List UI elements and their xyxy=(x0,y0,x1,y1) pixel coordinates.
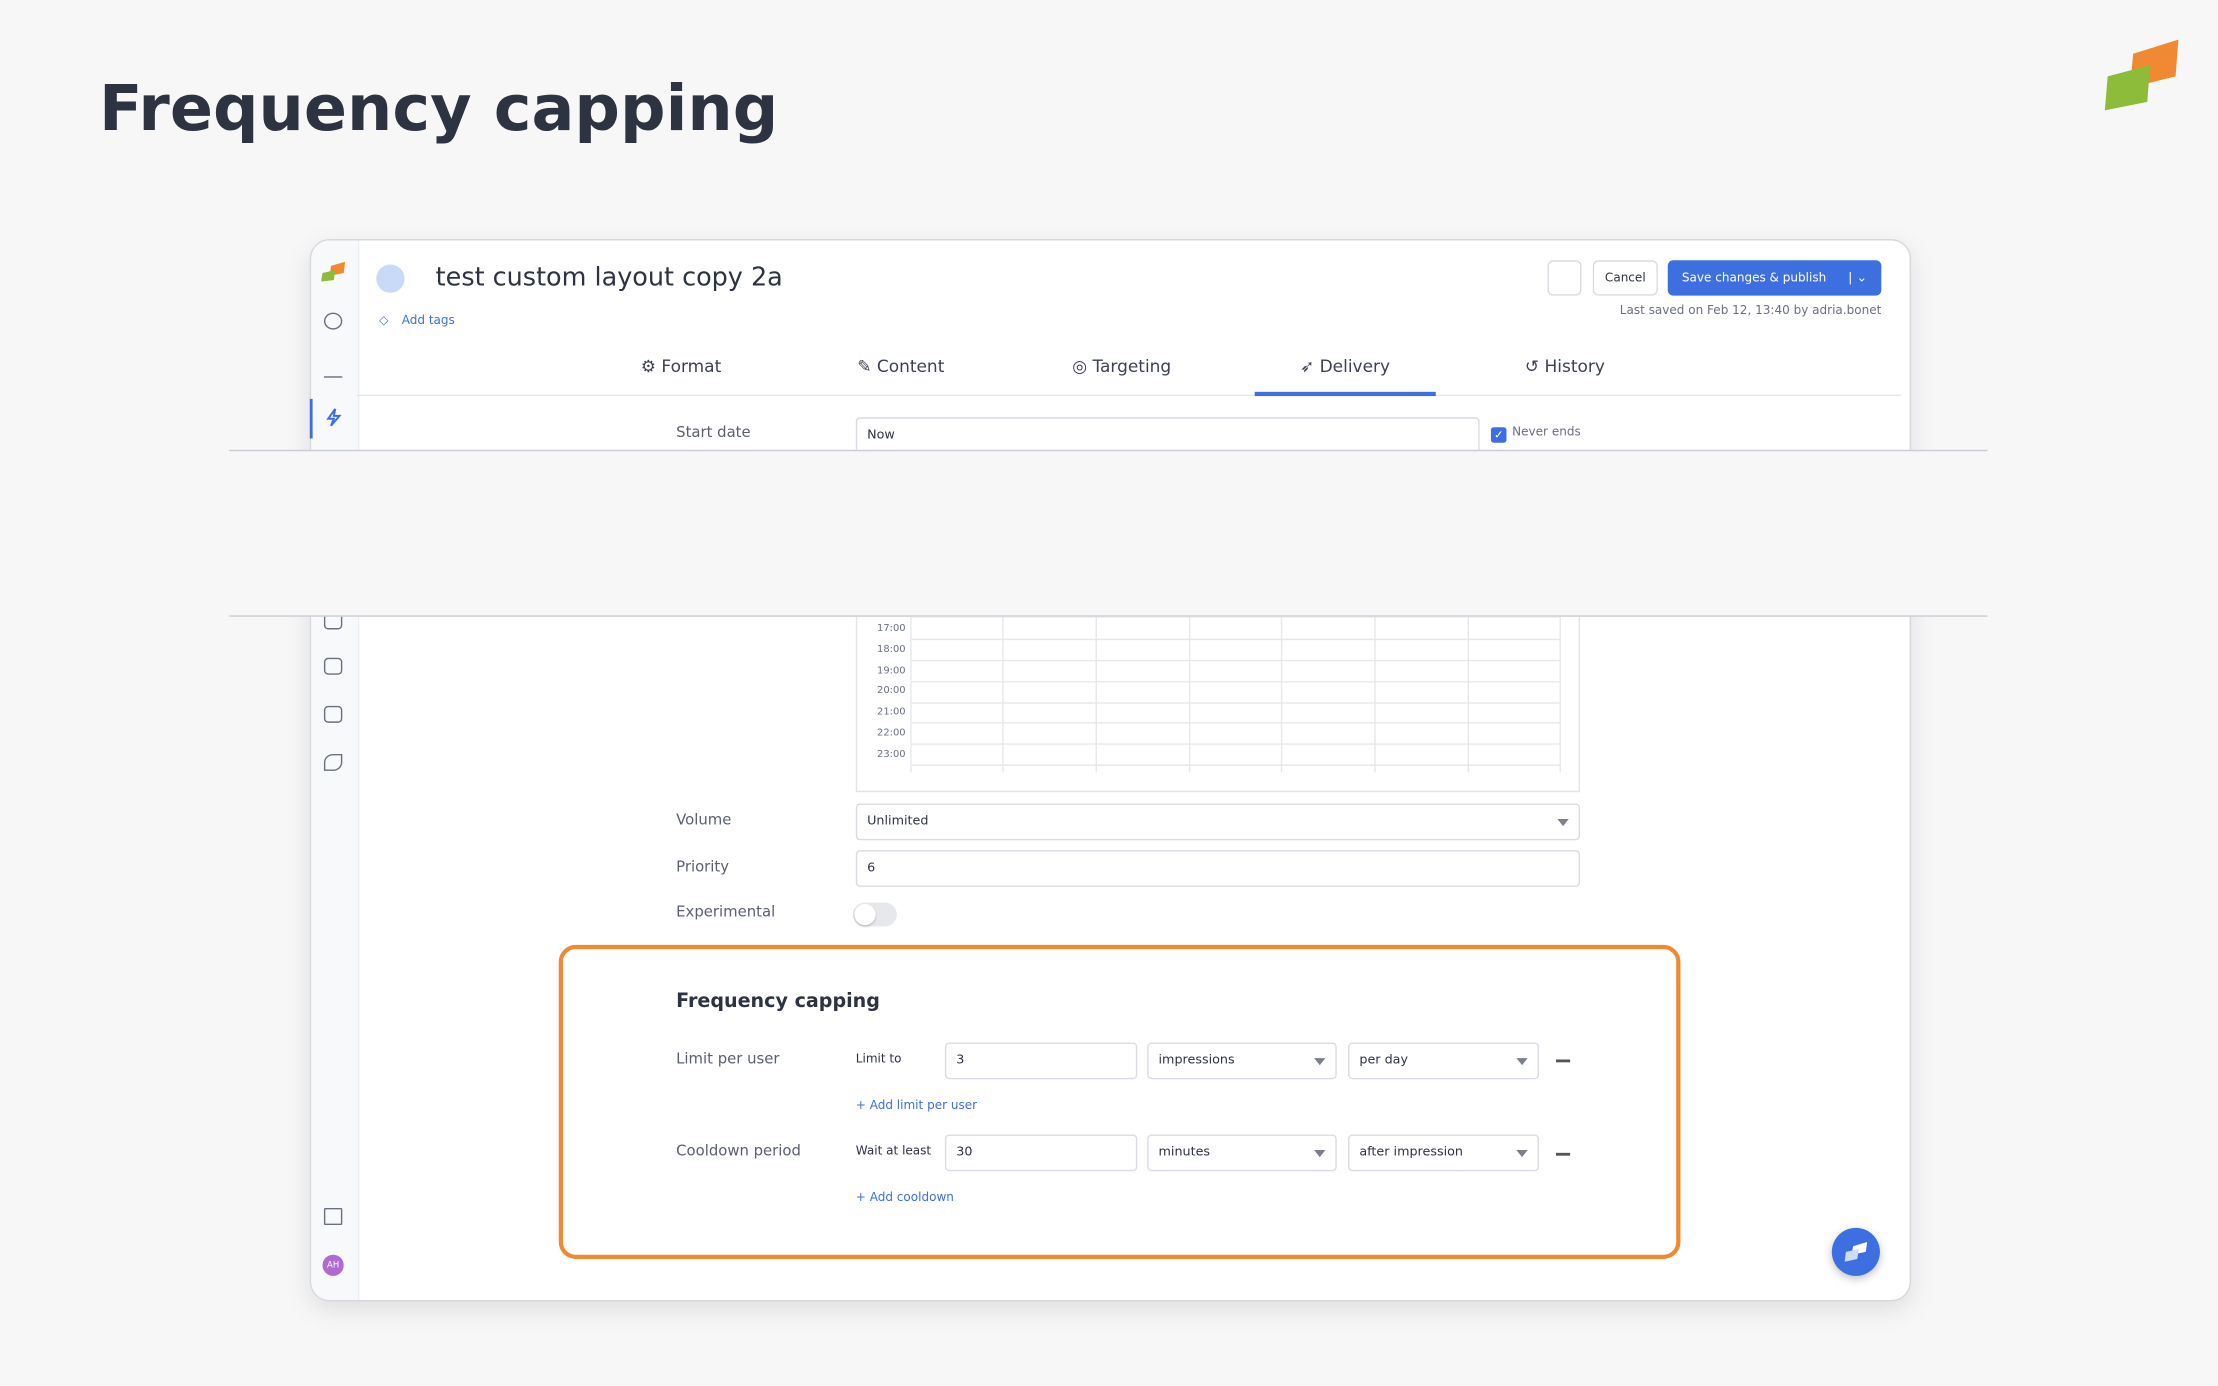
last-saved: Last saved on Feb 12, 13:40 by adria.bon… xyxy=(1619,304,1882,319)
prefix: Wait at least xyxy=(855,1144,932,1159)
tab-label: History xyxy=(1544,356,1605,377)
screenshot-break xyxy=(229,449,1988,617)
campaign-name: test custom layout copy 2a xyxy=(435,263,783,293)
caret xyxy=(1314,1150,1326,1158)
stats-icon[interactable] xyxy=(323,361,343,378)
campaigns-icon[interactable] xyxy=(324,407,342,427)
field-label: Priority xyxy=(676,858,730,876)
feather-icon[interactable] xyxy=(323,753,343,771)
section-title: Frequency capping xyxy=(676,990,880,1013)
tab-label: Targeting xyxy=(1092,356,1172,377)
tab[interactable]: ⚙ Format xyxy=(640,356,722,377)
tag-icon: ◇ xyxy=(379,314,389,329)
caret xyxy=(1516,1150,1528,1158)
select-value: impressions xyxy=(1158,1053,1235,1068)
period-select[interactable]: per day xyxy=(1348,1042,1540,1080)
chat-button[interactable] xyxy=(1831,1227,1880,1276)
caret xyxy=(1557,819,1569,827)
tab-divider xyxy=(356,394,1902,397)
time-label: 22:00 xyxy=(877,727,906,739)
app-logo xyxy=(321,261,346,282)
prefix: Limit to xyxy=(855,1052,902,1067)
never-ends-checkbox[interactable]: ✓ xyxy=(1490,427,1507,443)
schedule-grid: 17:00 18:00 19:00 20:00 21:00 22:00 23:00 xyxy=(855,616,1581,793)
highlight-box xyxy=(558,944,1681,1259)
save-button[interactable]: Save changes & publish | ⌄ xyxy=(1667,260,1882,296)
start-date-input[interactable]: Now xyxy=(855,417,1480,455)
field-label: Limit per user xyxy=(676,1051,780,1068)
save-label: Save changes & publish xyxy=(1681,270,1827,286)
time-label: 18:00 xyxy=(877,643,906,655)
field-label: Experimental xyxy=(676,903,776,921)
tab-label: Format xyxy=(661,356,722,377)
tab[interactable]: ◎ Targeting xyxy=(1072,356,1172,377)
experimental-toggle[interactable] xyxy=(852,902,897,927)
save-menu[interactable]: | ⌄ xyxy=(1848,270,1868,286)
time-label: 20:00 xyxy=(877,685,906,697)
stats-button[interactable] xyxy=(1547,260,1582,296)
field-label: Start date xyxy=(676,424,751,442)
explore-icon[interactable] xyxy=(323,312,343,330)
field-label: Volume xyxy=(676,811,732,829)
select-value: Unlimited xyxy=(867,814,929,829)
templates-icon[interactable] xyxy=(323,657,343,675)
time-label: 23:00 xyxy=(877,748,906,760)
add-link[interactable]: + Add limit per user xyxy=(855,1099,978,1114)
tab[interactable]: ➶ Delivery xyxy=(1299,356,1391,377)
grid-lines xyxy=(910,616,1561,773)
never-ends-label: Never ends xyxy=(1512,425,1581,440)
active-tab-underline xyxy=(1254,391,1436,397)
page-title: Frequency capping xyxy=(99,70,779,146)
tab-label: Content xyxy=(876,356,945,377)
add-tags[interactable]: Add tags xyxy=(401,314,455,329)
select-value: per day xyxy=(1359,1053,1408,1068)
select-value: minutes xyxy=(1158,1145,1211,1160)
caret xyxy=(1314,1058,1326,1066)
active-indicator xyxy=(309,398,313,439)
tab-label: Delivery xyxy=(1319,356,1391,377)
priority-input[interactable]: 6 xyxy=(855,850,1581,887)
amount-input[interactable]: 30 xyxy=(944,1134,1138,1172)
avatar[interactable]: AH xyxy=(322,1254,344,1276)
assets-icon[interactable] xyxy=(323,705,343,723)
logo xyxy=(2104,39,2179,111)
time-label: 21:00 xyxy=(877,706,906,718)
tab[interactable]: ✎ Content xyxy=(857,356,945,377)
caret xyxy=(1516,1058,1528,1066)
unit-select[interactable]: impressions xyxy=(1147,1042,1337,1080)
amount-input[interactable]: 3 xyxy=(944,1042,1138,1080)
unit-select[interactable]: minutes xyxy=(1147,1134,1337,1172)
cancel-button[interactable]: Cancel xyxy=(1592,260,1658,296)
app-window xyxy=(309,239,1912,1302)
tab[interactable]: ↺ History xyxy=(1524,356,1605,377)
campaign-icon xyxy=(376,264,405,293)
time-label: 19:00 xyxy=(877,664,906,676)
remove-button[interactable] xyxy=(1555,1059,1571,1062)
time-label: 17:00 xyxy=(877,622,906,634)
field-label: Cooldown period xyxy=(676,1142,801,1160)
add-link[interactable]: + Add cooldown xyxy=(855,1191,954,1206)
volume-select[interactable]: Unlimited xyxy=(855,803,1581,841)
chat-icon xyxy=(1844,1241,1868,1262)
toggle-knob xyxy=(854,903,876,926)
select-value: after impression xyxy=(1359,1145,1464,1160)
period-select[interactable]: after impression xyxy=(1348,1134,1540,1172)
remove-button[interactable] xyxy=(1555,1152,1571,1155)
org-icon[interactable] xyxy=(323,1208,343,1225)
